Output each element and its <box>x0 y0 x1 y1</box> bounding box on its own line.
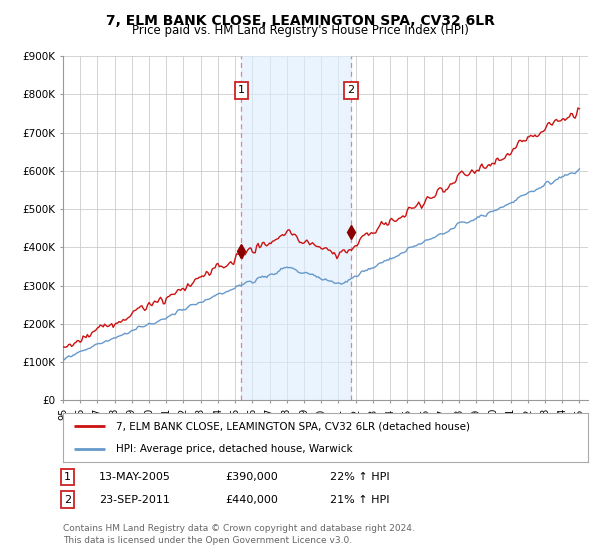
Text: 2: 2 <box>64 494 71 505</box>
Bar <box>241 56 351 400</box>
Text: 1: 1 <box>238 86 245 95</box>
Text: 7, ELM BANK CLOSE, LEAMINGTON SPA, CV32 6LR: 7, ELM BANK CLOSE, LEAMINGTON SPA, CV32 … <box>106 14 494 28</box>
Text: HPI: Average price, detached house, Warwick: HPI: Average price, detached house, Warw… <box>115 444 352 454</box>
Text: 1: 1 <box>64 472 71 482</box>
Text: 7, ELM BANK CLOSE, LEAMINGTON SPA, CV32 6LR (detached house): 7, ELM BANK CLOSE, LEAMINGTON SPA, CV32 … <box>115 421 470 431</box>
Text: 2: 2 <box>347 86 355 95</box>
Text: £440,000: £440,000 <box>225 494 278 505</box>
Text: 22% ↑ HPI: 22% ↑ HPI <box>330 472 389 482</box>
Text: 23-SEP-2011: 23-SEP-2011 <box>99 494 170 505</box>
Text: Price paid vs. HM Land Registry's House Price Index (HPI): Price paid vs. HM Land Registry's House … <box>131 24 469 37</box>
Text: £390,000: £390,000 <box>225 472 278 482</box>
Text: Contains HM Land Registry data © Crown copyright and database right 2024.
This d: Contains HM Land Registry data © Crown c… <box>63 524 415 545</box>
Text: 13-MAY-2005: 13-MAY-2005 <box>99 472 171 482</box>
Text: 21% ↑ HPI: 21% ↑ HPI <box>330 494 389 505</box>
